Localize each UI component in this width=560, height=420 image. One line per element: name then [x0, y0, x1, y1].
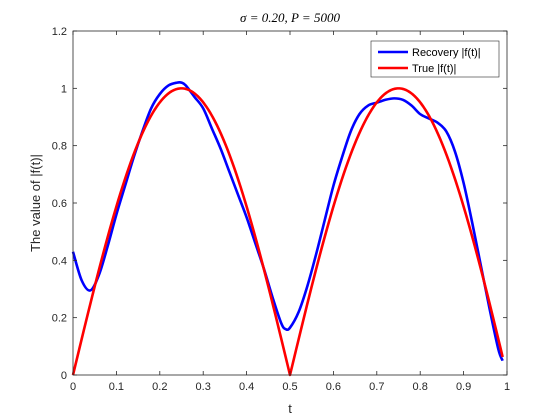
x-tick-label: 1: [504, 381, 510, 393]
x-axis-label: t: [288, 401, 292, 416]
legend: Recovery |f(t)| True |f(t)|: [370, 40, 500, 78]
x-tick-label: 0.2: [152, 381, 167, 393]
y-tick-label: 0.4: [52, 255, 67, 267]
y-tick-label: 0.2: [52, 313, 67, 325]
x-tick-label: 0.4: [239, 381, 254, 393]
x-tick-label: 0.5: [282, 381, 297, 393]
x-tick-label: 0.6: [326, 381, 341, 393]
y-tick-label: 0.6: [52, 198, 67, 210]
ticks-layer: 0 0.1 0.2 0.3 0.4 0.5 0.6 0.7 0.8 0.9 1 0 0.2 0.4 0.6 0…: [52, 26, 510, 393]
chart-title: σ = 0.20, P = 5000: [240, 10, 340, 25]
x-tick-label: 0: [70, 381, 76, 393]
x-tick-label: 0.9: [456, 381, 471, 393]
plot-area: [73, 31, 507, 375]
x-tick-label: 0.8: [413, 381, 428, 393]
x-tick-label: 0.7: [369, 381, 384, 393]
y-tick-label: 0.8: [52, 141, 67, 153]
y-tick-label: 1.2: [52, 26, 67, 38]
x-tick-label: 0.1: [109, 381, 124, 393]
x-tick-label: 0.3: [196, 381, 211, 393]
series-layer: [71, 80, 504, 377]
legend-label-recovery: Recovery |f(t)|: [412, 47, 481, 59]
legend-label-true: True |f(t)|: [412, 63, 456, 75]
legend-box: [370, 40, 500, 78]
y-tick-label: 0: [61, 370, 67, 382]
y-tick-label: 1: [61, 83, 67, 95]
series-line-true: [71, 87, 504, 377]
y-axis-label: The value of |f(t)|: [28, 154, 43, 252]
